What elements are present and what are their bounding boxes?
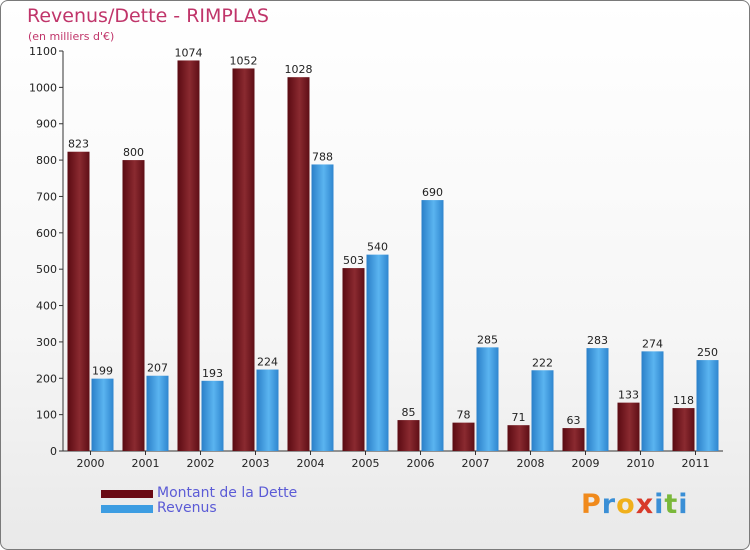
y-tick-label: 500 <box>36 263 57 276</box>
bar-debt <box>177 60 200 452</box>
logo-letter: o <box>616 489 636 520</box>
y-tick-label: 200 <box>36 372 57 385</box>
data-label-debt: 118 <box>673 394 694 407</box>
x-tick-label: 2005 <box>352 457 380 470</box>
data-label-debt: 1074 <box>175 46 203 59</box>
y-tick-label: 400 <box>36 300 57 313</box>
logo-letter: i <box>654 489 665 520</box>
bar-debt <box>617 402 640 451</box>
bar-revenus <box>366 254 389 451</box>
x-tick-label: 2003 <box>242 457 270 470</box>
bar-debt <box>562 428 585 451</box>
axes: 0 100 200 300 400 500 600 700 800 900 1000 1100 2000… <box>29 45 723 470</box>
data-label-debt: 823 <box>68 138 89 151</box>
x-tick-label: 2002 <box>187 457 215 470</box>
data-label-revenus: 285 <box>477 333 498 346</box>
logo-letter: t <box>664 489 679 520</box>
x-tick-label: 2009 <box>572 457 600 470</box>
logo-letter: x <box>635 489 655 520</box>
bar-revenus <box>146 375 169 451</box>
legend-swatch-revenus <box>101 505 153 513</box>
x-tick-label: 2007 <box>462 457 490 470</box>
chart-title: Revenus/Dette - RIMPLAS <box>27 5 269 27</box>
bar-revenus <box>696 360 719 451</box>
data-label-debt: 133 <box>618 389 639 402</box>
data-label-debt: 503 <box>343 254 364 267</box>
data-label-revenus: 222 <box>532 356 553 369</box>
bar-debt <box>672 408 695 451</box>
legend-label-debt: Montant de la Dette <box>157 485 298 501</box>
bar-debt <box>452 422 475 451</box>
bar-revenus <box>91 378 114 451</box>
bar-debt <box>122 160 145 451</box>
logo-letter: i <box>678 489 689 520</box>
bar-revenus <box>256 369 279 451</box>
bar-revenus <box>476 347 499 451</box>
logo-letter: r <box>601 489 617 520</box>
proxiti-logo: Proxiti <box>581 489 689 520</box>
bar-revenus <box>641 351 664 451</box>
bar-revenus <box>201 380 224 451</box>
bar-revenus <box>586 348 609 451</box>
bar-debt <box>342 268 365 451</box>
y-tick-label: 1100 <box>29 45 57 58</box>
chart-subtitle: (en milliers d'€) <box>28 30 115 43</box>
x-tick-label: 2000 <box>77 457 105 470</box>
data-label-debt: 1052 <box>230 54 258 67</box>
bar-revenus <box>531 370 554 451</box>
legend-label-revenus: Revenus <box>157 500 217 516</box>
legend-swatch-debt <box>101 490 153 498</box>
y-tick-label: 900 <box>36 118 57 131</box>
data-label-revenus: 690 <box>422 186 443 199</box>
x-tick-label: 2006 <box>407 457 435 470</box>
y-tick-label: 600 <box>36 227 57 240</box>
bar-debt <box>67 151 90 451</box>
data-label-revenus: 199 <box>92 365 113 378</box>
bars-group <box>67 60 719 452</box>
data-label-debt: 63 <box>567 414 581 427</box>
y-tick-label: 800 <box>36 154 57 167</box>
bar-debt <box>287 77 310 451</box>
data-label-debt: 800 <box>123 146 144 159</box>
bar-revenus <box>311 164 334 452</box>
data-label-revenus: 193 <box>202 367 223 380</box>
x-tick-label: 2011 <box>682 457 710 470</box>
y-tick-label: 1000 <box>29 81 57 94</box>
data-label-revenus: 788 <box>312 150 333 163</box>
x-tick-label: 2008 <box>517 457 545 470</box>
data-label-revenus: 207 <box>147 362 168 375</box>
y-tick-label: 700 <box>36 190 57 203</box>
x-tick-label: 2010 <box>627 457 655 470</box>
logo-letter: P <box>581 489 602 520</box>
y-tick-label: 100 <box>36 409 57 422</box>
x-tick-label: 2004 <box>297 457 325 470</box>
y-tick-label: 300 <box>36 336 57 349</box>
data-label-revenus: 250 <box>697 346 718 359</box>
x-tick-label: 2001 <box>132 457 160 470</box>
data-label-revenus: 224 <box>257 356 278 369</box>
data-label-debt: 1028 <box>285 63 313 76</box>
data-label-debt: 71 <box>512 411 526 424</box>
data-label-revenus: 274 <box>642 337 663 350</box>
data-label-debt: 78 <box>457 409 471 422</box>
bar-debt <box>507 425 530 451</box>
data-label-revenus: 283 <box>587 334 608 347</box>
y-tick-label: 0 <box>50 445 57 458</box>
bar-debt <box>232 68 255 452</box>
bar-revenus <box>421 200 444 451</box>
data-label-revenus: 540 <box>367 241 388 254</box>
bar-debt <box>397 420 420 451</box>
data-label-debt: 85 <box>402 406 416 419</box>
